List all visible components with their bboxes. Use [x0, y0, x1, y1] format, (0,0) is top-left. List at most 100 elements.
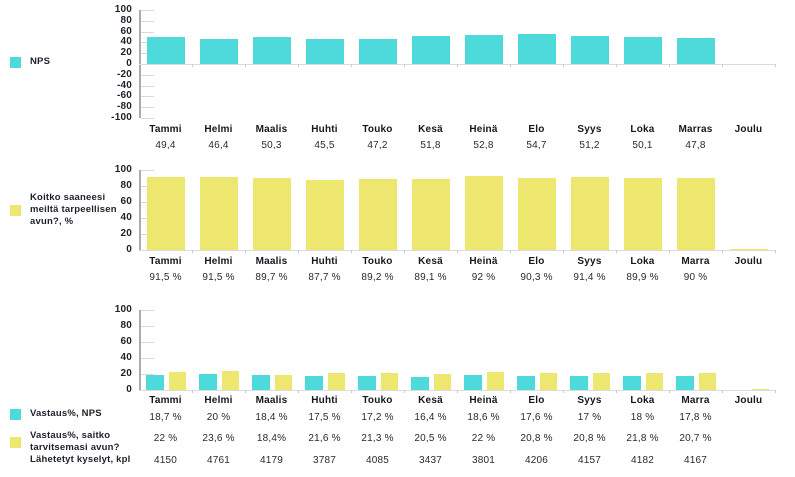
y-axis-tick-label: 60 — [120, 336, 132, 347]
value-label: 54,7 — [526, 140, 547, 151]
month-label: Loka — [630, 395, 655, 406]
x-axis-tick — [298, 64, 299, 67]
x-axis-tick — [298, 250, 299, 253]
x-axis-tick — [669, 390, 670, 393]
bar-yellow-syys — [570, 176, 609, 250]
y-axis-tick-label: 100 — [114, 164, 132, 175]
value-label: 92 % — [471, 272, 496, 283]
month-label: Maalis — [255, 256, 288, 267]
y-axis-tick-label: 60 — [120, 25, 132, 37]
x-axis-tick — [245, 390, 246, 393]
month-label: Elo — [528, 395, 545, 406]
x-axis-tick — [192, 390, 193, 393]
value-label: 4085 — [365, 455, 390, 466]
value-label: 50,3 — [261, 140, 282, 151]
x-axis-tick — [351, 250, 352, 253]
x-axis-tick — [510, 64, 511, 67]
bar-cyan-helmi — [199, 38, 238, 64]
month-label: Tammi — [149, 395, 182, 406]
x-axis-tick — [404, 250, 405, 253]
bar-yellow-loka — [645, 372, 663, 390]
x-axis-tick — [775, 64, 776, 67]
month-label: Syys — [577, 124, 602, 135]
month-label: Touko — [362, 256, 393, 267]
y-axis-tick-label: 0 — [126, 244, 132, 255]
x-axis-tick — [669, 250, 670, 253]
value-label: 4150 — [153, 455, 178, 466]
y-axis-tick-label: 40 — [120, 212, 132, 223]
value-label: 89,7 % — [255, 272, 288, 283]
bar-yellow-elo — [539, 373, 557, 390]
nps-legend-label: NPS — [30, 56, 51, 67]
y-axis-tick-line — [141, 358, 154, 359]
value-label: 89,2 % — [361, 272, 394, 283]
value-label: 20 % — [206, 412, 231, 423]
value-label: 17 % — [577, 412, 602, 423]
x-axis-tick — [616, 250, 617, 253]
y-axis-tick-line — [141, 342, 154, 343]
y-axis-tick-label: 0 — [126, 384, 132, 395]
value-label: 3787 — [312, 455, 337, 466]
month-label: Joulu — [734, 256, 763, 267]
month-label: Maalis — [255, 395, 288, 406]
vastaus-nps-legend-label: Vastaus%, NPS — [30, 408, 102, 419]
month-label: Huhti — [311, 395, 338, 406]
y-axis-tick-line — [141, 118, 154, 119]
value-label: 21,6 % — [308, 433, 341, 444]
bar-cyan-marra — [675, 375, 694, 390]
x-axis-tick — [351, 64, 352, 67]
value-label: 45,5 — [314, 140, 335, 151]
bar-cyan-maalis — [252, 36, 291, 64]
value-label: 18,7 % — [149, 412, 182, 423]
kyselyt-legend-label: Lähetetyt kyselyt, kpl — [30, 454, 131, 465]
x-axis-tick — [563, 390, 564, 393]
x-axis-tick — [457, 390, 458, 393]
y-axis-tick-label: -80 — [116, 101, 132, 113]
month-label: Tammi — [149, 256, 182, 267]
value-label: 50,1 — [632, 140, 653, 151]
month-label: Joulu — [734, 395, 763, 406]
bar-yellow-heinä — [486, 372, 504, 390]
bar-yellow-marra — [676, 178, 715, 250]
bar-cyan-syys — [569, 376, 588, 390]
y-axis-line — [139, 170, 141, 250]
month-label: Maalis — [255, 124, 288, 135]
x-axis-tick — [404, 64, 405, 67]
x-axis-tick — [245, 250, 246, 253]
value-label: 17,5 % — [308, 412, 341, 423]
month-label: Marra — [681, 256, 710, 267]
value-label: 3801 — [471, 455, 496, 466]
value-label: 4167 — [683, 455, 708, 466]
value-label: 4761 — [206, 455, 231, 466]
bar-cyan-syys — [570, 36, 609, 64]
vastaus-nps-swatch-icon — [10, 408, 21, 420]
y-axis-tick-label: -60 — [116, 90, 132, 102]
month-label: Kesä — [418, 124, 443, 135]
y-axis-tick-line — [141, 86, 154, 87]
x-axis-tick — [775, 390, 776, 393]
value-label: 47,2 — [367, 140, 388, 151]
value-label: 20,8 % — [573, 433, 606, 444]
y-axis-tick-label: 20 — [120, 47, 132, 59]
month-label: Loka — [630, 256, 655, 267]
x-axis-tick — [298, 390, 299, 393]
value-label: 52,8 — [473, 140, 494, 151]
vastaus-avun-legend-label: Vastaus%, saitko tarvitsemasi avun? — [30, 430, 120, 453]
legend-avun: Koitko saaneesi meiltä tarpeellisen avun… — [10, 192, 136, 228]
y-axis-tick-line — [141, 96, 154, 97]
month-label: Heinä — [469, 256, 498, 267]
value-label: 21,3 % — [361, 433, 394, 444]
bar-cyan-heinä — [463, 375, 482, 390]
x-axis-tick — [722, 250, 723, 253]
value-label: 18,4 % — [255, 412, 288, 423]
value-label: 89,9 % — [626, 272, 659, 283]
vastaus-avun-swatch-icon — [10, 436, 21, 448]
bar-cyan-touko — [357, 376, 376, 390]
month-label: Helmi — [204, 395, 233, 406]
bar-cyan-loka — [622, 375, 641, 390]
bar-yellow-heinä — [464, 176, 503, 250]
month-label: Marras — [678, 124, 713, 135]
legend-vastaus-avun: Vastaus%, saitko tarvitsemasi avun? — [10, 430, 132, 454]
value-label: 47,8 — [685, 140, 706, 151]
